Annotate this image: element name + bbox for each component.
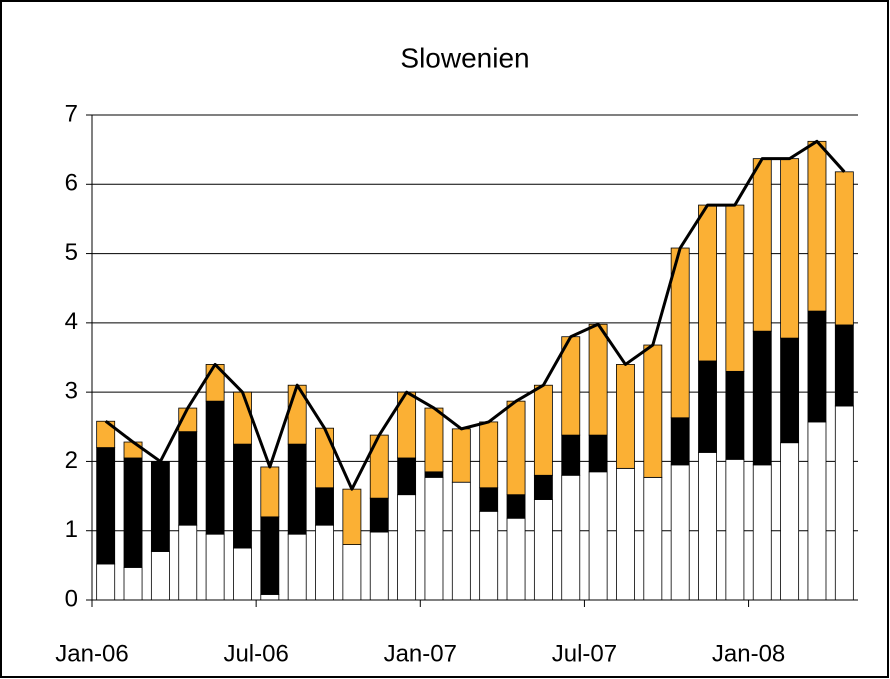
bar-segment <box>260 466 280 518</box>
bar-segment <box>233 547 252 601</box>
bar-segment <box>588 434 608 473</box>
bar-segment <box>533 474 553 500</box>
bar-segment <box>479 421 499 489</box>
x-tick-label: Jan-07 <box>384 640 457 667</box>
bar-segment <box>616 364 635 469</box>
bar-segment <box>369 531 389 601</box>
bar-segment <box>780 337 800 444</box>
bar-segment <box>506 400 526 496</box>
bar-segment <box>834 324 854 407</box>
total-line <box>104 139 846 491</box>
bar-segment <box>397 457 417 496</box>
bar-segment <box>287 443 307 535</box>
bar-segment <box>588 471 608 601</box>
bar-segment <box>698 204 717 362</box>
bar-segment <box>643 344 663 478</box>
x-tick-label: Jul-06 <box>223 640 288 667</box>
bar-segment <box>780 442 800 601</box>
bar-segment <box>233 391 252 445</box>
bar-segment <box>342 544 362 601</box>
bar-segment <box>205 400 225 535</box>
bar-segment <box>588 323 608 436</box>
bar-segment <box>725 458 745 601</box>
bar-segment <box>725 370 745 460</box>
bar-segment <box>561 336 581 436</box>
y-tick-label: 1 <box>65 516 78 543</box>
y-tick-label: 2 <box>65 447 78 474</box>
y-tick-label: 0 <box>65 585 78 612</box>
y-tick-label: 3 <box>65 377 78 404</box>
bar-segment <box>287 533 307 601</box>
bar-segment <box>150 551 170 601</box>
bar-segment <box>752 158 772 332</box>
bar-segment <box>205 533 225 601</box>
bar-segment <box>725 204 745 372</box>
bar-segment <box>752 464 772 601</box>
bar-segment <box>178 524 198 601</box>
bar-segment <box>807 140 827 312</box>
bar-segment <box>424 407 444 473</box>
bar-segment <box>123 567 143 601</box>
y-tick-label: 6 <box>65 170 78 197</box>
bar-segment <box>451 481 471 601</box>
bar-segment <box>96 447 116 565</box>
bar-segment <box>533 499 553 601</box>
bar-segment <box>369 497 389 533</box>
bar-segment <box>123 441 143 459</box>
x-tick-label: Jan-08 <box>712 640 785 667</box>
bar-segment <box>315 487 334 526</box>
bar-segment <box>479 487 499 512</box>
bar-segment <box>315 524 334 601</box>
bar-segment <box>178 431 198 526</box>
bar-segment <box>533 384 553 476</box>
bar-segment <box>670 417 690 466</box>
bar-segment <box>616 467 635 601</box>
chart-title: Slowenien <box>400 42 529 73</box>
bar-segment <box>834 171 854 326</box>
bar-segment <box>670 464 690 601</box>
bar-segment <box>506 517 526 601</box>
bar-segment <box>561 474 581 601</box>
bar-segment <box>780 158 800 339</box>
bar-segment <box>698 360 717 453</box>
bar-segment <box>260 516 280 595</box>
bar-segment <box>424 471 444 478</box>
y-tick-label: 7 <box>65 100 78 127</box>
y-tick-label: 5 <box>65 239 78 266</box>
bar-segment <box>150 461 170 552</box>
bar-segment <box>397 494 417 601</box>
bar-segment <box>698 452 717 601</box>
bar-segment <box>479 510 499 601</box>
bar-segment <box>752 330 772 466</box>
bar-segment <box>342 488 362 545</box>
bar-segment <box>451 428 471 483</box>
bar-segment <box>643 476 663 601</box>
bar-segment <box>424 476 444 601</box>
bar-segment <box>123 457 143 568</box>
bar-segment <box>807 310 827 423</box>
x-tick-label: Jul-07 <box>552 640 617 667</box>
y-tick-label: 4 <box>65 308 78 335</box>
bar-segment <box>96 420 116 448</box>
bar-segment <box>315 427 334 489</box>
bar-segment <box>807 421 827 601</box>
bar-segment <box>260 594 280 601</box>
bar-segment <box>96 563 116 601</box>
bar-segment <box>506 494 526 519</box>
bar-segment <box>834 405 854 601</box>
bar-segment <box>233 443 252 549</box>
bar-segment <box>561 434 581 476</box>
x-tick-label: Jan-06 <box>55 640 128 667</box>
